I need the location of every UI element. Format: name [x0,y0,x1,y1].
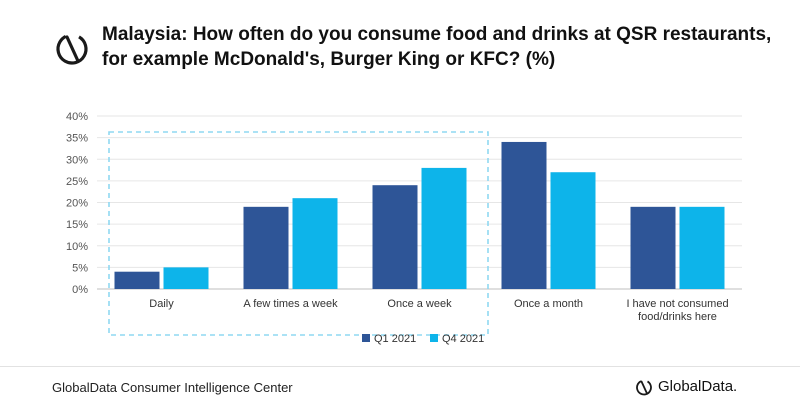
bar [243,206,289,289]
globaldata-icon [636,379,652,396]
category-label: Once a week [387,298,452,310]
bar [501,141,547,289]
y-tick-label: 15% [66,219,88,231]
bar [679,206,725,289]
y-tick-label: 35% [66,133,88,145]
y-tick-label: 30% [66,154,88,166]
y-tick-label: 20% [66,198,88,210]
bar [292,198,338,289]
bar [114,271,160,289]
bar [550,172,596,289]
category-label: I have not consumed food/drinks here [626,298,728,323]
footer-divider [0,366,800,367]
bar [421,167,467,289]
y-tick-label: 0% [72,284,88,296]
page-title: Malaysia: How often do you consume food … [102,24,772,70]
bar [372,185,418,289]
bar [630,206,676,289]
y-tick-label: 10% [66,241,88,253]
brand-name: GlobalData. [658,378,738,395]
legend-label: Q1 2021 [374,333,416,345]
y-tick-label: 5% [72,262,88,274]
category-label: A few times a week [243,298,338,310]
legend-label: Q4 2021 [442,333,484,345]
highlight-box [108,131,489,336]
y-tick-label: 40% [66,111,88,123]
y-tick-label: 25% [66,176,88,188]
globaldata-icon [56,33,88,65]
source-label: GlobalData Consumer Intelligence Center [52,380,293,395]
category-label: Once a month [514,298,583,310]
category-label: Daily [149,298,174,310]
legend-swatch [430,334,438,342]
legend-swatch [362,334,370,342]
bar [163,267,209,289]
header: Malaysia: How often do you consume food … [52,18,792,78]
